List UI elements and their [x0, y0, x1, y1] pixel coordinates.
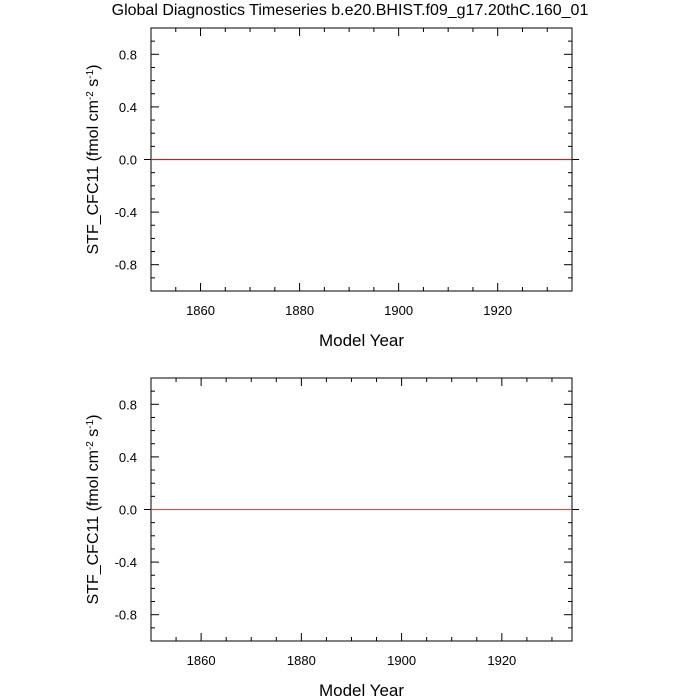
x-tick-label: 1920 [483, 303, 512, 318]
x-tick-label: 1920 [487, 653, 516, 668]
page-title: Global Diagnostics Timeseries b.e20.BHIS… [111, 2, 589, 19]
y-axis-label-part: ) [85, 65, 102, 70]
y-axis-label: STF_CFC11 (fmol cm-2 s-1) [85, 65, 103, 255]
x-axis-label: Model Year [319, 331, 404, 350]
y-axis-label-superscript: -1 [85, 69, 96, 78]
x-tick-label: 1900 [384, 303, 413, 318]
y-tick-label: 0.8 [119, 397, 137, 412]
x-tick-label: 1860 [186, 303, 215, 318]
y-tick-label: -0.4 [115, 555, 137, 570]
y-tick-label: -0.4 [115, 205, 137, 220]
y-tick-label: -0.8 [115, 608, 137, 623]
y-tick-label: 0.4 [119, 450, 137, 465]
y-axis-label-part: STF_CFC11 (fmol cm [85, 450, 102, 604]
y-axis-label-part: ) [85, 415, 102, 420]
x-tick-label: 1900 [387, 653, 416, 668]
x-tick-label: 1860 [187, 653, 216, 668]
y-tick-label: 0.8 [119, 47, 137, 62]
y-axis-label-part: s [85, 429, 102, 441]
y-axis-label-superscript: -2 [85, 441, 96, 450]
y-tick-label: 0.4 [119, 100, 137, 115]
y-tick-label: 0.0 [119, 503, 137, 518]
timeseries-panel-top: 1860 1880 1900 1920 -0.8 -0.4 0.0 0.4 0.8 Model Y… [85, 27, 579, 350]
y-axis-label-part: STF_CFC11 (fmol cm [85, 100, 102, 254]
x-tick-label: 1880 [287, 653, 316, 668]
y-axis-label-superscript: -1 [85, 419, 96, 428]
x-axis-label: Model Year [319, 681, 404, 700]
x-tick-label: 1880 [285, 303, 314, 318]
y-axis-label-superscript: -2 [85, 91, 96, 100]
y-axis-label-part: s [85, 79, 102, 91]
timeseries-panel-bottom: 1860 1880 1900 1920 -0.8 -0.4 0.0 0.4 0.8 Model Y… [85, 377, 579, 700]
y-axis-label: STF_CFC11 (fmol cm-2 s-1) [85, 415, 103, 605]
y-tick-label: 0.0 [119, 153, 137, 168]
y-tick-label: -0.8 [115, 258, 137, 273]
